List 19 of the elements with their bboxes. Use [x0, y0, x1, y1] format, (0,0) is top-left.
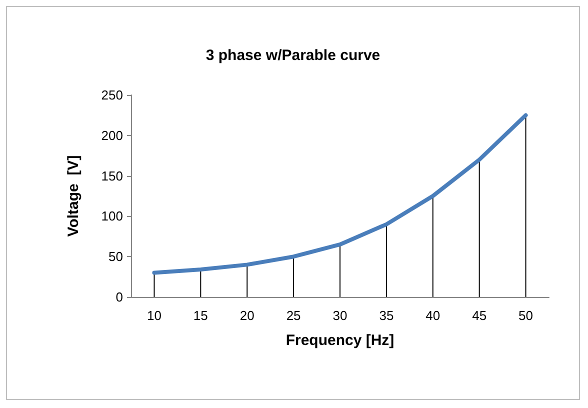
- x-tick-label: 15: [193, 308, 208, 323]
- y-tick-label: 0: [116, 290, 123, 304]
- x-tick-label: 10: [146, 308, 162, 323]
- x-tick-label: 35: [379, 308, 394, 323]
- x-tick-label: 40: [426, 308, 440, 323]
- x-tick-label: 50: [518, 308, 534, 323]
- x-axis-title: Frequency [Hz]: [286, 332, 394, 349]
- y-tick-label: 50: [108, 249, 123, 264]
- y-tick-label: 250: [101, 88, 123, 102]
- y-tick-label: 200: [101, 128, 123, 143]
- x-tick-label: 30: [332, 308, 348, 323]
- x-tick-label: 45: [472, 308, 487, 323]
- line-series: [152, 113, 528, 275]
- y-tick-label: 100: [101, 208, 123, 224]
- x-tick-label: 20: [240, 308, 254, 323]
- chart-title: 3 phase w/Parable curve: [206, 47, 380, 64]
- y-axis-title: Voltage [V]: [65, 155, 82, 237]
- y-tick-label: 150: [101, 168, 123, 184]
- x-tick-label: 25: [286, 308, 301, 323]
